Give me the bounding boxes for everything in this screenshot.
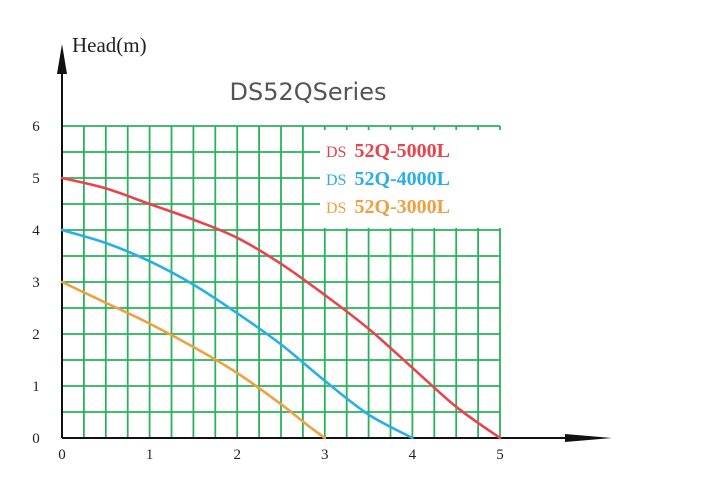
series-line: [60, 280, 327, 440]
y-tick-label: 3: [32, 275, 40, 291]
y-axis-label: Head(m): [72, 33, 147, 57]
x-tick-label: 0: [58, 447, 66, 463]
legend-entry: DS 52Q-4000L: [326, 168, 450, 190]
legend-model: 52Q-4000L: [354, 168, 450, 190]
chart-title: DS52QSeries: [230, 78, 387, 106]
curves: [60, 176, 502, 440]
x-tick-label: 3: [321, 447, 329, 463]
y-axis-arrow: [57, 44, 67, 74]
x-tick-label: 1: [146, 447, 154, 463]
y-tick-label: 4: [32, 223, 40, 239]
legend-prefix: DS: [326, 144, 346, 161]
legend-entry: DS 52Q-3000L: [326, 196, 450, 218]
legend-model: 52Q-5000L: [354, 140, 450, 162]
series-line: [60, 228, 414, 440]
x-axis-arrow: [565, 434, 612, 442]
x-tick-label: 2: [233, 447, 241, 463]
legend-entry: DS 52Q-5000L: [326, 140, 450, 162]
legend-box: [320, 130, 502, 228]
y-tick-label: 5: [32, 171, 40, 187]
x-tick-label: 4: [409, 447, 417, 463]
legend: DS 52Q-5000L DS 52Q-4000L DS 52Q-3000L: [320, 130, 502, 228]
axes: 0 1 2 3 4 5 0 1 2 3 4 5 6: [32, 44, 612, 463]
legend-prefix: DS: [326, 200, 346, 217]
y-tick-label: 1: [32, 379, 40, 395]
x-tick-label: 5: [496, 447, 504, 463]
legend-model: 52Q-3000L: [354, 196, 450, 218]
series-line: [60, 176, 502, 440]
legend-prefix: DS: [326, 172, 346, 189]
y-tick-label: 2: [32, 327, 40, 343]
y-tick-label: 6: [32, 119, 40, 135]
y-tick-label: 0: [32, 431, 40, 447]
